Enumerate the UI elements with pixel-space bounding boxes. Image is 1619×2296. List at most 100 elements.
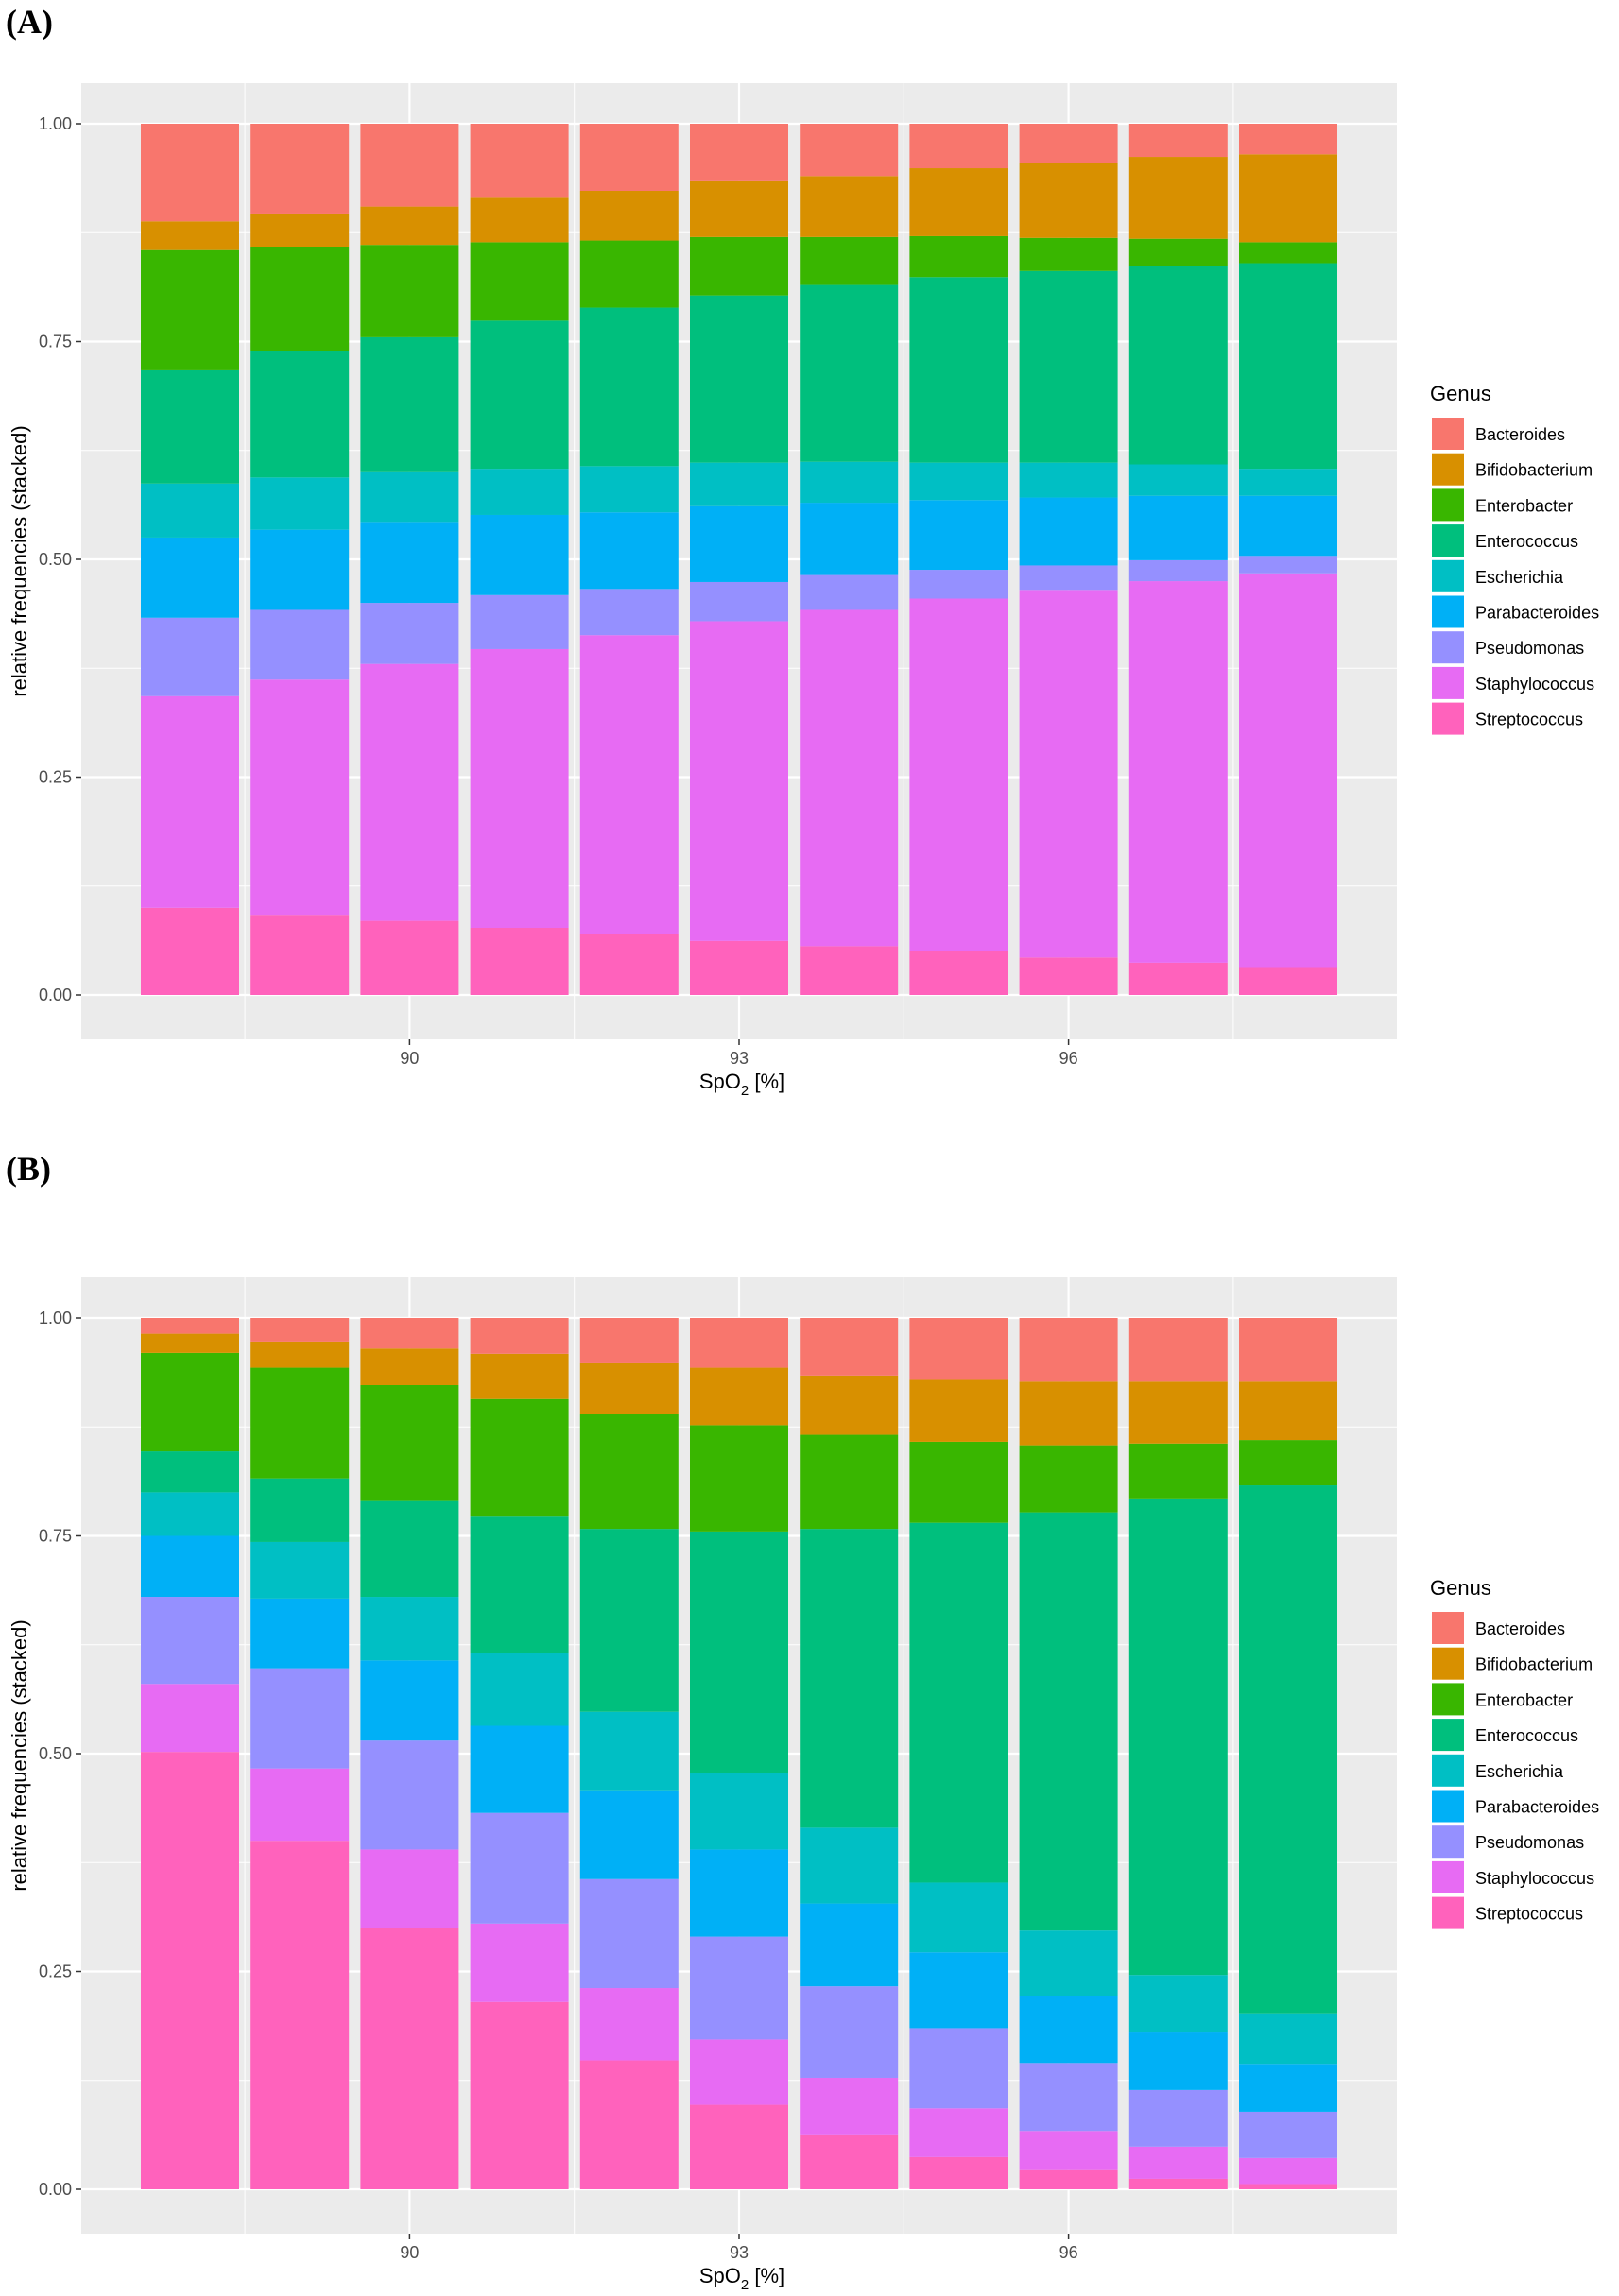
bar-segment-staphylococcus: [250, 1768, 350, 1842]
bar-segment-enterococcus: [1128, 1498, 1228, 1976]
bar-segment-bacteroides: [909, 124, 1008, 169]
bar-segment-enterobacter: [800, 1434, 899, 1530]
bar-segment-escherichia: [470, 1653, 569, 1726]
bar-segment-bifidobacterium: [1128, 157, 1228, 239]
bar-segment-bacteroides: [141, 124, 239, 222]
bar-segment-staphylococcus: [141, 1684, 239, 1753]
legend-key-streptococcus: [1432, 1896, 1464, 1929]
bar-segment-staphylococcus: [909, 598, 1008, 951]
bar-segment-enterobacter: [1239, 1440, 1337, 1486]
bar-segment-bacteroides: [1239, 124, 1337, 155]
y-tick-label: 0.25: [39, 768, 72, 787]
bar-stack: [250, 1318, 350, 2189]
bar-stack: [1239, 124, 1337, 995]
bar-segment-enterococcus: [470, 320, 569, 470]
bar-segment-enterobacter: [470, 242, 569, 321]
bar-segment-escherichia: [690, 462, 788, 506]
bar-segment-escherichia: [800, 1827, 899, 1904]
y-tick-label: 0.00: [39, 2180, 72, 2199]
legend-label: Staphylococcus: [1475, 675, 1594, 694]
legend-key-enterococcus: [1432, 1719, 1464, 1752]
bar-segment-escherichia: [909, 462, 1008, 501]
bar-segment-bifidobacterium: [579, 1362, 679, 1414]
bar-segment-enterobacter: [1019, 237, 1118, 271]
bar-segment-enterococcus: [800, 284, 899, 462]
bar-segment-pseudomonas: [909, 2028, 1008, 2109]
legend-key-staphylococcus: [1432, 666, 1464, 699]
bar-segment-staphylococcus: [141, 695, 239, 908]
y-tick-label: 1.00: [39, 1309, 72, 1328]
bar-segment-pseudomonas: [800, 574, 899, 610]
x-axis-title-sub: 2: [741, 1083, 749, 1099]
bar-segment-bifidobacterium: [800, 176, 899, 237]
bar-segment-bifidobacterium: [470, 1353, 569, 1399]
bar-stack: [909, 124, 1008, 995]
x-axis-title: SpO2 [%]: [699, 2264, 784, 2293]
bar-segment-parabacteroides: [909, 500, 1008, 571]
bar-segment-streptococcus: [360, 1928, 459, 2189]
bar-segment-parabacteroides: [470, 514, 569, 595]
x-axis-title-main: SpO: [699, 2264, 741, 2287]
bar-segment-parabacteroides: [909, 1952, 1008, 2029]
bar-segment-bifidobacterium: [141, 1333, 239, 1353]
bar-stack: [909, 1318, 1008, 2189]
bar-segment-escherichia: [1239, 469, 1337, 496]
bar-segment-enterococcus: [1019, 1512, 1118, 1931]
bar-segment-enterococcus: [1239, 1485, 1337, 2014]
bar-segment-staphylococcus: [579, 1988, 679, 2061]
bar-segment-bifidobacterium: [1128, 1381, 1228, 1444]
x-tick-label: 90: [400, 1049, 419, 1068]
bar-segment-staphylococcus: [909, 2108, 1008, 2157]
bar-segment-enterococcus: [360, 1500, 459, 1598]
bar-segment-staphylococcus: [1239, 573, 1337, 968]
bar-segment-parabacteroides: [1128, 2032, 1228, 2090]
bar-segment-pseudomonas: [470, 1812, 569, 1924]
bar-segment-enterobacter: [141, 1352, 239, 1452]
panel-label-b: (B): [6, 1150, 51, 1188]
bar-segment-parabacteroides: [470, 1725, 569, 1813]
bar-segment-pseudomonas: [250, 609, 350, 680]
bar-stack: [250, 124, 350, 995]
bar-segment-bacteroides: [1128, 1318, 1228, 1382]
legend-label: Escherichia: [1475, 568, 1564, 587]
bar-segment-enterobacter: [360, 245, 459, 337]
bar-segment-enterococcus: [579, 307, 679, 467]
bar-segment-parabacteroides: [1239, 2064, 1337, 2112]
bar-segment-escherichia: [360, 1597, 459, 1661]
legend-title: Genus: [1430, 1576, 1491, 1600]
legend-label: Streptococcus: [1475, 711, 1583, 729]
legend-label: Parabacteroides: [1475, 1798, 1599, 1817]
legend-label: Bacteroides: [1475, 1619, 1565, 1638]
y-axis-title: relative frequencies (stacked): [8, 425, 31, 696]
bar-segment-parabacteroides: [250, 529, 350, 610]
bar-segment-escherichia: [909, 1882, 1008, 1953]
bar-segment-bacteroides: [579, 1318, 679, 1363]
bar-segment-pseudomonas: [1239, 2111, 1337, 2158]
bar-segment-bifidobacterium: [141, 221, 239, 250]
bar-stack: [360, 1318, 459, 2189]
bar-segment-enterobacter: [1019, 1445, 1118, 1513]
bar-segment-escherichia: [1128, 464, 1228, 496]
bar-segment-staphylococcus: [470, 648, 569, 929]
y-tick-label: 0.00: [39, 985, 72, 1004]
bar-segment-staphylococcus: [1019, 590, 1118, 958]
legend-key-parabacteroides: [1432, 1790, 1464, 1823]
bar-segment-enterobacter: [690, 1425, 788, 1532]
bar-segment-bifidobacterium: [250, 1341, 350, 1368]
bar-segment-streptococcus: [909, 951, 1008, 995]
y-tick-label: 0.75: [39, 1527, 72, 1546]
bar-segment-staphylococcus: [800, 609, 899, 947]
bar-segment-pseudomonas: [360, 1740, 459, 1850]
bar-segment-enterobacter: [690, 236, 788, 296]
bar-segment-bacteroides: [1019, 1318, 1118, 1382]
bar-segment-escherichia: [1239, 2013, 1337, 2065]
x-tick-label: 93: [730, 2243, 749, 2262]
bar-segment-bacteroides: [250, 1318, 350, 1342]
y-tick-label: 0.50: [39, 1744, 72, 1763]
panel-label-a: (A): [6, 3, 53, 41]
bar-segment-escherichia: [1019, 462, 1118, 498]
bar-segment-pseudomonas: [1019, 565, 1118, 591]
legend-label: Parabacteroides: [1475, 604, 1599, 623]
bar-segment-enterococcus: [909, 1522, 1008, 1883]
bar-stack: [141, 1318, 239, 2189]
